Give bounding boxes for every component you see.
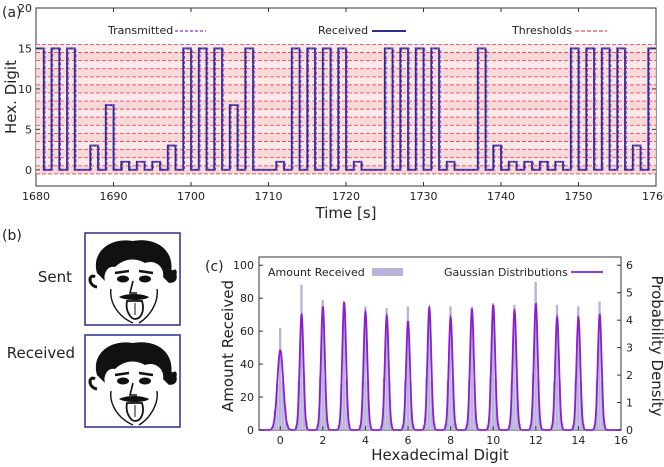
histogram-bar (428, 306, 431, 430)
y-tick-label-right: 5 (626, 287, 633, 300)
x-tick-label: 12 (529, 434, 543, 447)
histogram-bar (494, 378, 497, 430)
y-tick-label-left: 100 (233, 259, 254, 272)
x-tick-label: 1720 (332, 190, 360, 203)
x-tick-label: 4 (362, 434, 369, 447)
panel-c-plot-area (258, 256, 622, 431)
legend-amount-label: Amount Received (268, 266, 365, 279)
x-tick-label: 1700 (177, 190, 205, 203)
panel-a-y-axis-label: Hex. Digit (2, 60, 20, 134)
x-tick-label: 1710 (255, 190, 283, 203)
panel-b-label: (b) (2, 228, 22, 244)
histogram-bar (385, 308, 388, 430)
y-tick-label-left: 0 (247, 424, 254, 437)
histogram-bar (345, 380, 348, 430)
histogram-bar (513, 304, 516, 430)
legend-transmitted-label: Transmitted (107, 24, 173, 37)
y-tick-label: 10 (18, 83, 32, 96)
histogram-bar (321, 299, 324, 430)
y-tick-label: 15 (18, 42, 32, 55)
x-tick-label: 1690 (100, 190, 128, 203)
histogram-bar (281, 380, 284, 430)
y-tick-label-right: 2 (626, 369, 633, 382)
panel-c-x-axis-label: Hexadecimal Digit (371, 446, 509, 464)
legend-received-label: Received (318, 24, 368, 37)
x-tick-label: 1750 (565, 190, 593, 203)
series-lines (36, 47, 658, 171)
y-tick-label-left: 20 (240, 391, 254, 404)
received-label: Received (7, 344, 75, 362)
x-tick-label: 2 (319, 434, 326, 447)
histogram-bar (276, 383, 279, 430)
x-tick-label: 1680 (22, 190, 50, 203)
x-tick-label: 0 (277, 434, 284, 447)
x-tick-label: 16 (614, 434, 628, 447)
y-tick-label: 5 (25, 123, 32, 136)
y-tick-label-left: 60 (240, 325, 254, 338)
sent-label: Sent (38, 268, 72, 286)
x-tick-label: 14 (571, 434, 585, 447)
panel-a-legend: Transmitted Received Thresholds (107, 24, 607, 37)
sent-image (84, 232, 181, 326)
panel-a-x-axis-label: Time [s] (315, 204, 377, 222)
histogram-bar (430, 380, 434, 430)
legend-thresholds-label: Thresholds (511, 24, 572, 37)
y-tick-label-right: 3 (626, 342, 633, 355)
gaussian-curves (259, 300, 621, 431)
y-tick-label-left: 80 (240, 292, 254, 305)
x-tick-label: 1740 (487, 190, 515, 203)
histogram-bar (598, 301, 601, 430)
panel-b-images: (b) Sent Received (2, 228, 181, 428)
histogram-bar (470, 306, 473, 430)
histogram-bar (278, 327, 282, 430)
histogram-bar (364, 306, 367, 430)
histogram-bar (473, 380, 476, 430)
histogram-bar (449, 306, 452, 430)
y-tick-label-right: 0 (626, 424, 633, 437)
x-tick-label: 10 (486, 434, 500, 447)
y-tick-label-right: 1 (626, 397, 633, 410)
histogram-bar (324, 380, 327, 430)
y-tick-label: 0 (25, 164, 32, 177)
x-tick-label: 6 (405, 434, 412, 447)
y-tick-label-right: 6 (626, 259, 633, 272)
histogram-bar (534, 281, 537, 430)
histogram-bar (406, 306, 410, 430)
y-tick-label-right: 4 (626, 314, 633, 327)
legend-gaussian-label: Gaussian Distributions (444, 266, 568, 279)
panel-c-left-axis-label: Amount Received (219, 280, 237, 412)
gaussian-curve (259, 300, 621, 431)
panel-c-right-axis-label: Probability Density (648, 275, 664, 416)
x-tick-label: 1730 (410, 190, 438, 203)
panel-a-label: (a) (2, 5, 22, 21)
received-image (84, 334, 181, 428)
histogram-bar (300, 285, 303, 430)
panel-c-label: (c) (205, 259, 224, 275)
x-tick-label: 8 (447, 434, 454, 447)
histogram-bar (342, 304, 346, 430)
histogram-bar (577, 306, 580, 430)
y-tick-label: 20 (18, 2, 32, 15)
legend-amount-swatch (372, 268, 403, 276)
y-tick-label-left: 40 (240, 358, 254, 371)
panel-c-legend: Amount Received Gaussian Distributions (268, 266, 603, 279)
transmitted-series (37, 47, 658, 171)
histogram-bar (491, 303, 495, 430)
histogram-bar (555, 304, 559, 430)
